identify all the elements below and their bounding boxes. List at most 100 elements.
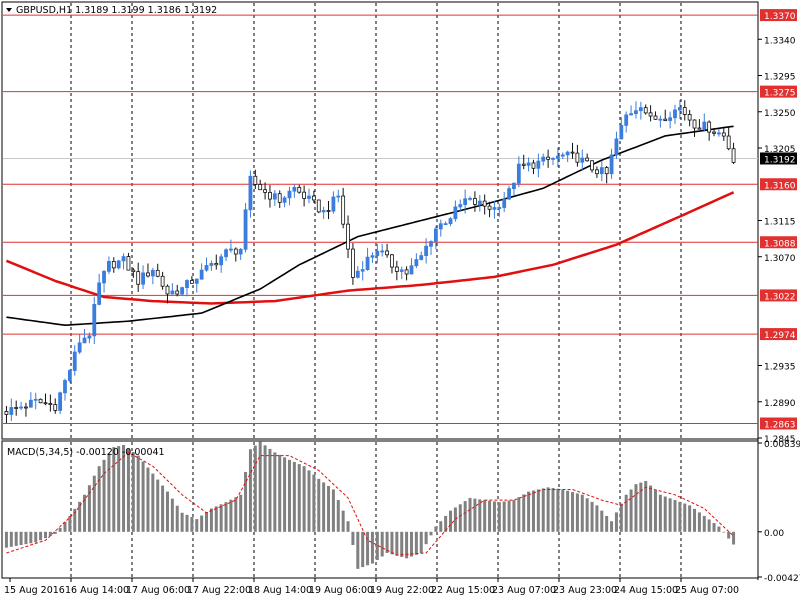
macd-bar <box>214 506 218 532</box>
macd-bar <box>639 482 643 532</box>
level-badge <box>760 85 797 98</box>
candle-body <box>697 127 702 130</box>
candle-body <box>360 269 365 272</box>
dropdown-triangle-icon[interactable] <box>6 8 12 12</box>
macd-bar <box>546 487 550 532</box>
macd-bar <box>341 510 345 532</box>
candle-body <box>48 403 53 405</box>
symbol-header: GBPUSD,H1 1.3189 1.3199 1.3186 1.3192 <box>16 5 217 16</box>
macd-bar <box>702 515 706 532</box>
macd-bar <box>614 512 618 532</box>
macd-bar <box>366 531 370 566</box>
macd-bar <box>273 452 277 532</box>
candle-body <box>492 207 497 210</box>
candle-body <box>604 167 609 175</box>
candle-body <box>614 138 619 156</box>
candle-body <box>507 188 511 200</box>
macd-bar <box>322 482 326 532</box>
time-tick-label: 19 Aug 06:00 <box>309 585 373 596</box>
candle-body <box>599 167 604 175</box>
candle-body <box>512 182 516 190</box>
candle-body <box>629 113 633 116</box>
candle-body <box>658 118 663 121</box>
macd-bar <box>405 531 409 559</box>
macd-bar <box>527 491 531 532</box>
macd-bar <box>644 480 648 532</box>
macd-bar <box>727 531 731 539</box>
candle-body <box>653 115 658 120</box>
candle-body <box>551 157 555 160</box>
macd-header: MACD(5,34,5) -0.00120 -0.00041 <box>7 447 165 458</box>
candle-body <box>126 256 131 271</box>
candle-body <box>414 259 419 267</box>
macd-bar <box>717 526 721 532</box>
macd-bar <box>375 531 379 561</box>
candle-body <box>595 169 599 175</box>
candle-body <box>463 198 468 205</box>
main-pane-frame <box>1 1 759 440</box>
candle-body <box>677 107 682 111</box>
macd-bar <box>483 500 487 532</box>
macd-bar <box>151 473 155 532</box>
candle-body <box>424 245 429 256</box>
macd-bar <box>209 508 213 532</box>
candle-body <box>648 112 653 117</box>
candle-body <box>287 190 292 199</box>
macd-bar <box>556 488 560 532</box>
macd-bar <box>78 501 82 532</box>
candle-body <box>731 148 736 163</box>
macd-bar <box>566 490 570 532</box>
macd-bar <box>29 531 33 544</box>
macd-bar <box>87 485 91 532</box>
candle-body <box>443 223 448 226</box>
candle-body <box>585 157 590 162</box>
macd-bar <box>327 485 331 532</box>
candle-body <box>24 406 28 409</box>
candle-body <box>43 402 48 405</box>
macd-bar <box>400 531 404 557</box>
candle-body <box>185 280 189 289</box>
macd-bar <box>165 491 169 532</box>
macd-bar <box>263 445 267 532</box>
candle-body <box>302 191 307 199</box>
price-tick-label: 1.2935 <box>764 363 796 373</box>
macd-bar <box>585 498 589 532</box>
macd-bar <box>688 505 692 532</box>
level-badge <box>760 289 797 302</box>
macd-bar <box>161 485 165 532</box>
candle-body <box>390 254 394 268</box>
macd-bar <box>9 531 13 547</box>
candle-body <box>160 275 165 287</box>
candle-body <box>355 270 360 278</box>
candle-body <box>180 287 185 295</box>
candle-body <box>326 210 331 212</box>
candle-body <box>282 197 287 203</box>
candle-body <box>536 160 541 169</box>
macd-bar <box>693 508 697 532</box>
macd-bar <box>219 504 223 532</box>
candle-body <box>726 135 731 150</box>
macd-bar <box>43 531 47 539</box>
macd-bar <box>419 531 423 553</box>
macd-bar <box>180 512 184 532</box>
time-tick-label: 23 Aug 23:00 <box>553 585 617 596</box>
candle-body <box>146 272 150 277</box>
macd-bar <box>571 492 575 532</box>
macd-bar <box>439 521 443 532</box>
macd-bar <box>146 467 150 532</box>
macd-bar <box>122 445 126 532</box>
macd-bar <box>297 464 301 532</box>
macd-bar <box>244 472 248 532</box>
price-axis: 1.3370 1.3275 1.3160 1.3088 1.3022 1.2974 1.28… <box>758 9 800 584</box>
level-badge-label: 1.2974 <box>764 331 796 341</box>
macd-bar <box>248 449 252 532</box>
candle-body <box>482 200 487 207</box>
candle-body <box>394 266 399 272</box>
candle-body <box>521 163 526 166</box>
macd-bar <box>517 497 521 532</box>
candle-body <box>116 260 121 269</box>
candle-body <box>385 250 389 256</box>
candle-body <box>468 197 472 200</box>
candle-body <box>292 186 297 192</box>
